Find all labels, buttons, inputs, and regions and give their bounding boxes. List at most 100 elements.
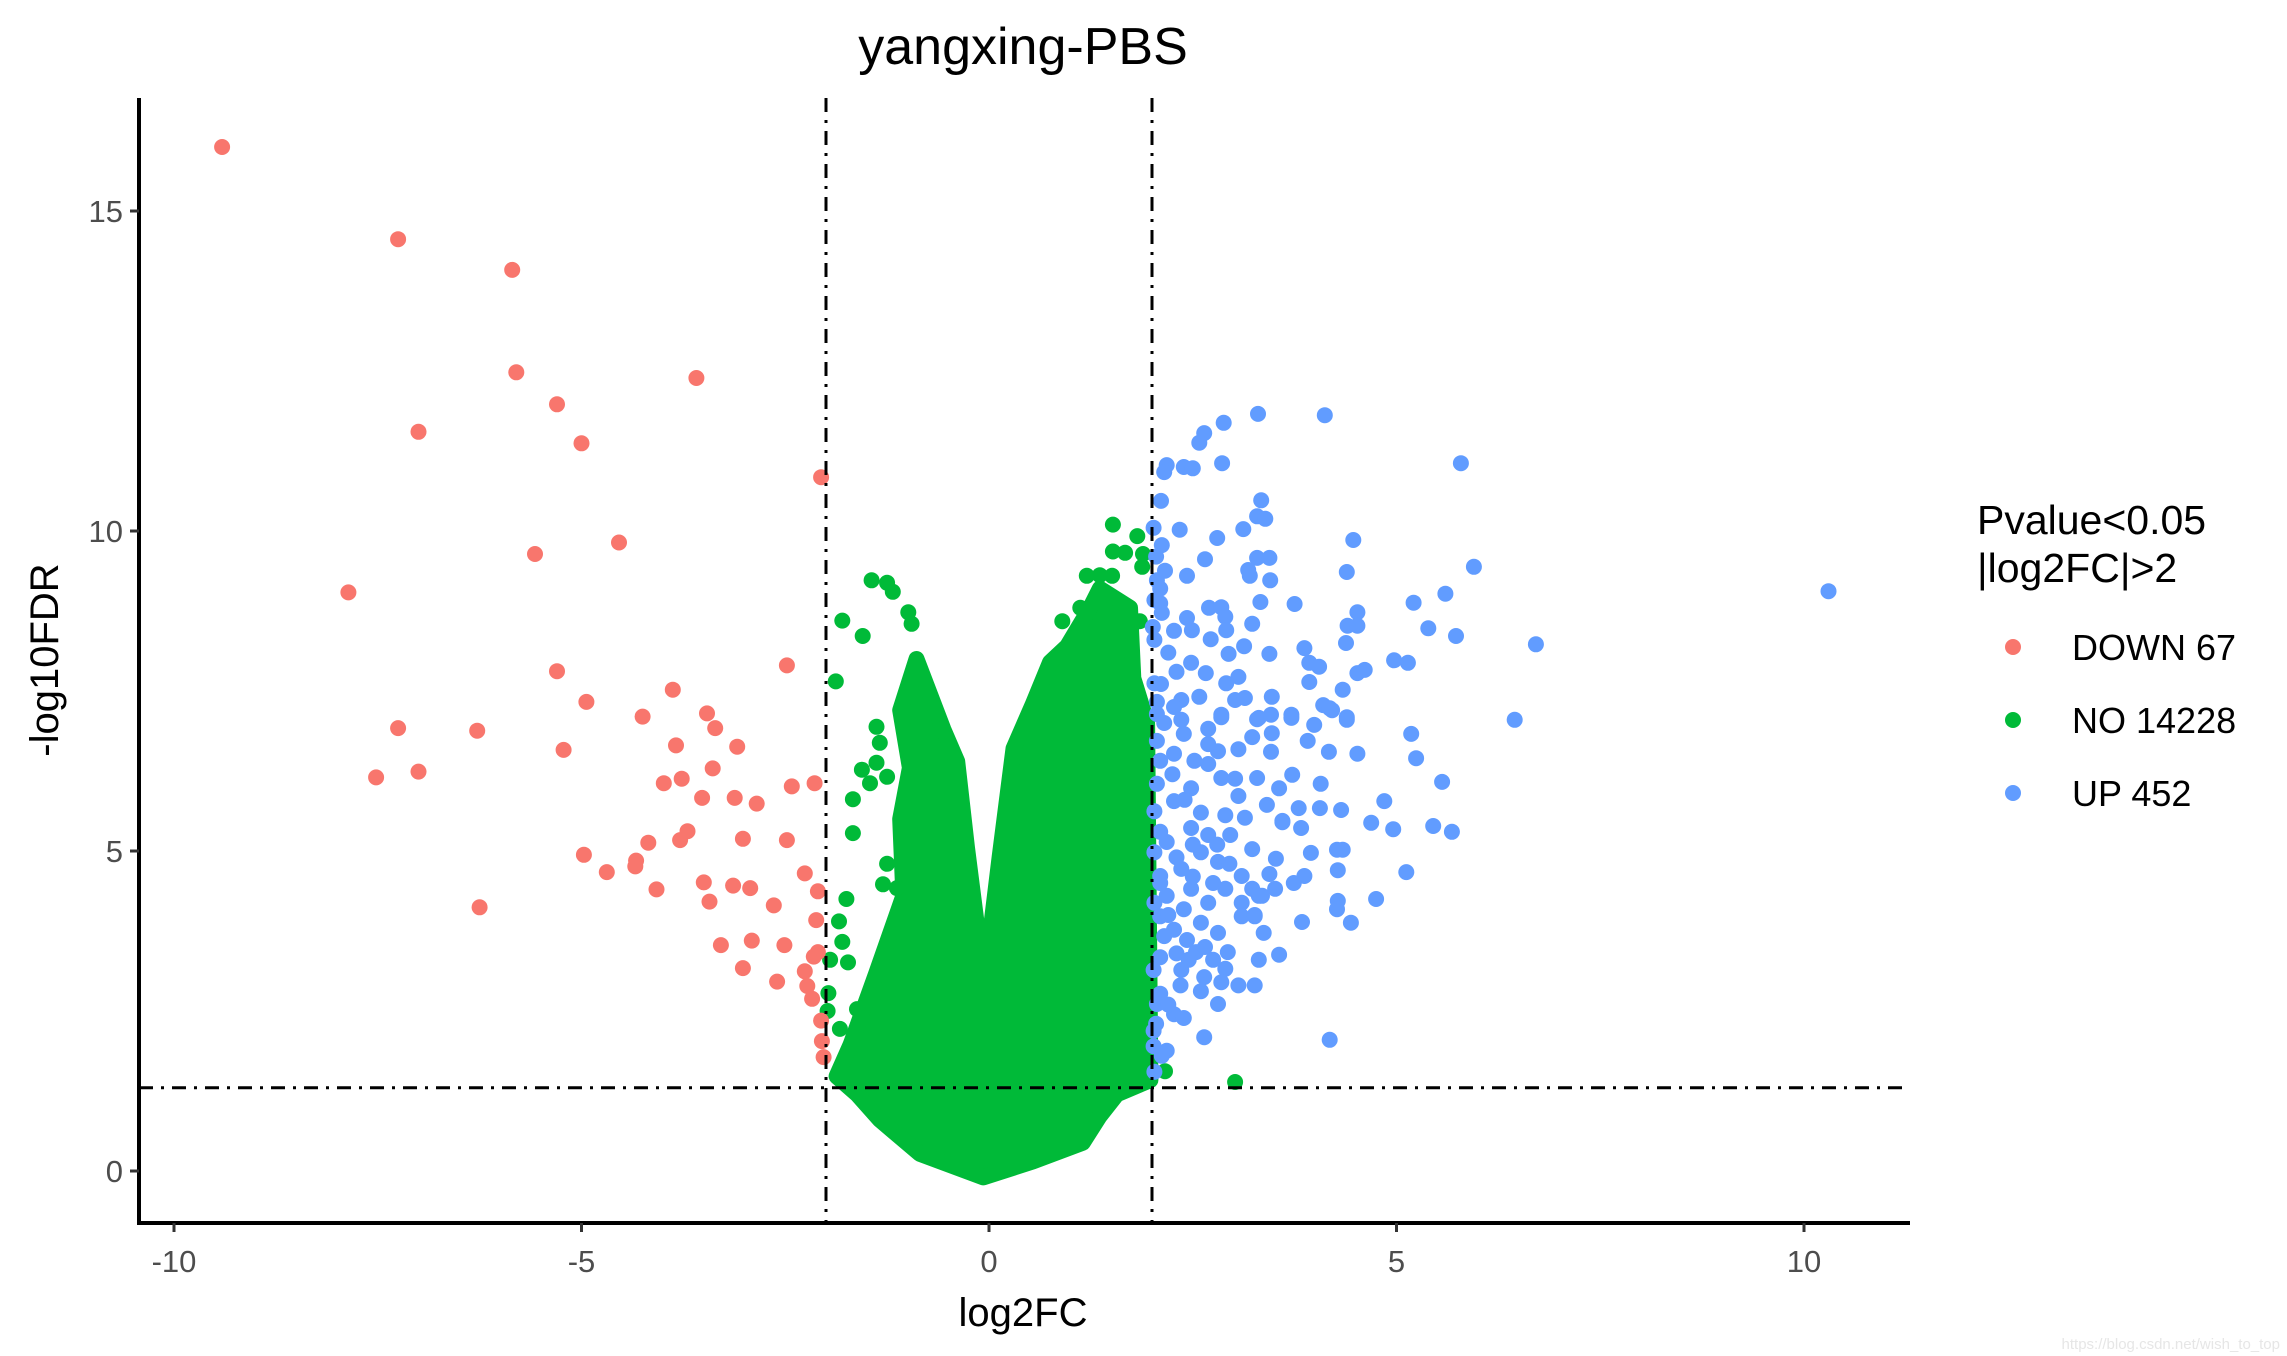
- point-down: [471, 899, 488, 916]
- point-down: [673, 770, 690, 787]
- point-down: [214, 139, 231, 155]
- point-up: [1294, 914, 1310, 930]
- x-tick-label: 10: [1787, 1244, 1821, 1279]
- point-up: [1192, 983, 1209, 1000]
- point-no: [854, 628, 871, 644]
- point-up: [1217, 608, 1234, 625]
- point-up: [1249, 549, 1266, 566]
- legend-label: NO 14228: [2072, 700, 2236, 741]
- point-down: [809, 883, 826, 900]
- point-up: [1290, 800, 1307, 817]
- point-down: [796, 865, 813, 882]
- point-down: [549, 663, 565, 680]
- point-down: [701, 893, 718, 910]
- point-up: [1145, 519, 1162, 536]
- point-up: [1186, 752, 1203, 769]
- point-no: [875, 876, 891, 893]
- point-down: [734, 960, 751, 977]
- point-up: [1403, 725, 1420, 742]
- point-up: [1213, 709, 1230, 726]
- point-no: [1107, 618, 1124, 635]
- point-no: [840, 954, 856, 971]
- point-up: [1271, 946, 1288, 963]
- point-up: [1338, 711, 1355, 728]
- y-axis-title: -log10FDR: [23, 563, 67, 756]
- point-down: [410, 423, 427, 440]
- point-down: [611, 534, 627, 551]
- point-up: [1156, 464, 1173, 481]
- series-up: [1144, 405, 1837, 1080]
- point-up: [1249, 770, 1266, 786]
- point-up: [1267, 850, 1284, 867]
- point-up: [1148, 775, 1165, 792]
- point-up: [1338, 564, 1355, 580]
- point-up: [1349, 745, 1366, 762]
- point-down: [688, 370, 705, 386]
- point-up: [1274, 814, 1291, 831]
- point-down: [725, 877, 742, 894]
- x-tick-label: 0: [980, 1244, 997, 1279]
- point-up: [1363, 814, 1380, 831]
- point-up: [1284, 766, 1301, 783]
- point-up: [1349, 617, 1366, 634]
- legend-title: |log2FC|>2: [1977, 545, 2177, 591]
- point-up: [1246, 907, 1263, 923]
- point-down: [627, 858, 644, 875]
- point-up: [1255, 924, 1272, 941]
- point-up: [1152, 823, 1169, 840]
- point-up: [1200, 894, 1217, 911]
- point-up: [1152, 580, 1169, 597]
- point-up: [1205, 875, 1222, 891]
- point-up: [1271, 780, 1288, 797]
- point-up: [1166, 699, 1182, 715]
- threshold-lines: [139, 98, 1910, 1223]
- point-down: [555, 741, 572, 758]
- point-up: [1434, 773, 1451, 790]
- point-up: [1191, 688, 1208, 705]
- point-no: [1135, 546, 1151, 562]
- point-up: [1311, 658, 1328, 675]
- legend-key-up: [2005, 785, 2021, 801]
- point-up: [1230, 741, 1247, 758]
- point-up: [1527, 636, 1544, 653]
- point-up: [1376, 793, 1393, 810]
- point-no: [1091, 567, 1108, 584]
- point-down: [504, 261, 521, 278]
- point-up: [1152, 875, 1169, 891]
- point-no: [868, 718, 885, 735]
- point-down: [410, 763, 427, 780]
- point-down: [712, 937, 729, 954]
- point-up: [1398, 864, 1415, 881]
- point-down: [704, 760, 721, 777]
- legend-item-down: DOWN 67: [2005, 627, 2236, 668]
- point-up: [1235, 521, 1252, 538]
- point-up: [1263, 706, 1279, 723]
- point-up: [1200, 736, 1217, 753]
- point-up: [1437, 585, 1454, 602]
- point-up: [1146, 675, 1163, 692]
- point-up: [1219, 944, 1236, 961]
- point-up: [1254, 887, 1270, 904]
- point-no: [1082, 631, 1099, 648]
- point-down: [805, 948, 822, 965]
- point-up: [1249, 711, 1266, 728]
- point-up: [1236, 690, 1253, 706]
- point-up: [1345, 532, 1362, 548]
- point-no: [1119, 631, 1136, 648]
- point-no: [879, 855, 896, 872]
- point-up: [1192, 804, 1209, 821]
- point-up: [1285, 875, 1302, 891]
- point-up: [1236, 809, 1253, 826]
- point-up: [1506, 711, 1523, 728]
- point-up: [1236, 638, 1253, 655]
- point-no: [1112, 594, 1129, 611]
- point-no: [1104, 567, 1121, 584]
- point-up: [1230, 668, 1247, 685]
- point-up: [1329, 862, 1346, 879]
- point-up: [1253, 492, 1270, 509]
- point-no: [1054, 613, 1071, 630]
- point-down: [699, 705, 715, 722]
- point-up: [1184, 460, 1201, 477]
- point-up: [1241, 567, 1258, 584]
- point-up: [1465, 558, 1482, 575]
